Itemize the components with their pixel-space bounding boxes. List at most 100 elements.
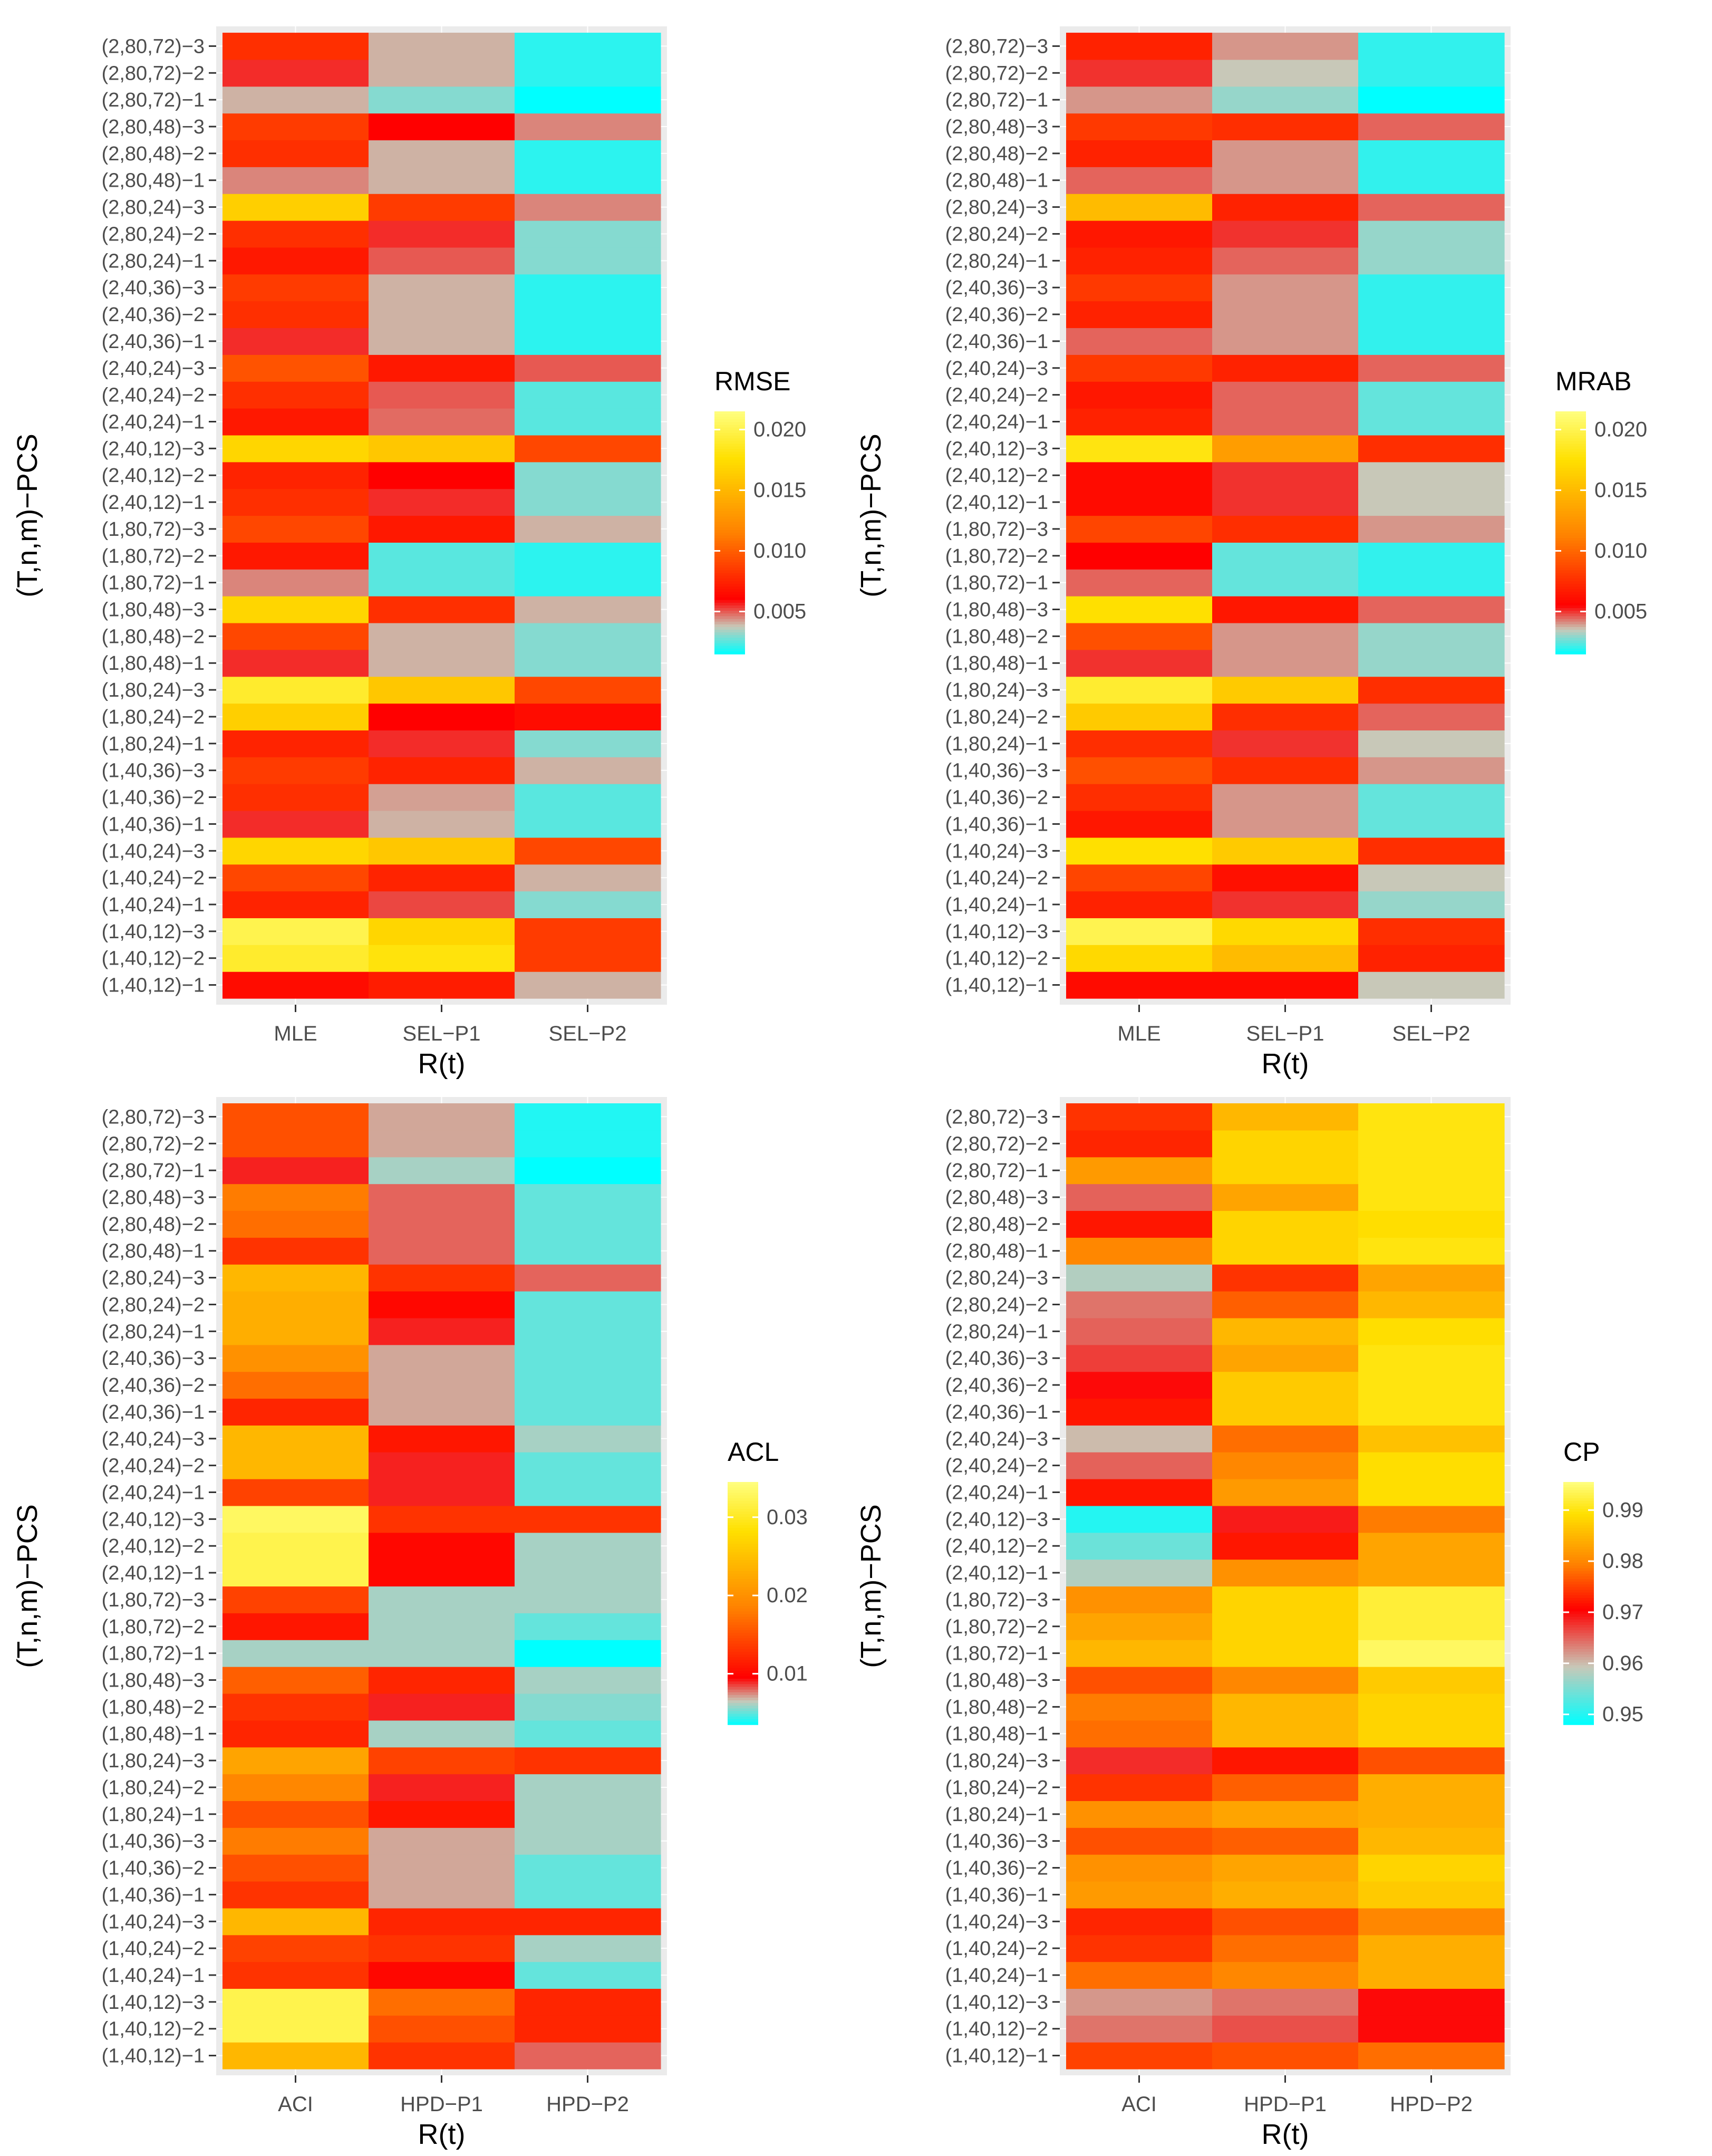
- legend-color-step: [1555, 417, 1586, 420]
- legend-color-step: [1563, 1692, 1594, 1696]
- legend-color-step: [728, 1527, 758, 1531]
- heatmap-cell: [223, 2015, 369, 2043]
- legend-color-step: [728, 1506, 758, 1509]
- heatmap-cell: [515, 1908, 661, 1936]
- legend-color-step: [714, 438, 745, 442]
- heatmap-cell: [515, 1693, 661, 1721]
- heatmap-cell: [369, 864, 515, 892]
- heatmap-cell: [515, 649, 661, 677]
- heatmap-cell: [1212, 1774, 1359, 1801]
- y-tick-label: (2,40,24)−1: [102, 1481, 205, 1504]
- x-tick-label: SEL−P2: [1392, 1022, 1471, 1045]
- heatmap-cell: [1358, 757, 1505, 784]
- heatmap-cell: [1066, 461, 1213, 489]
- x-tick-label: ACI: [1121, 2093, 1157, 2116]
- heatmap-cell: [369, 730, 515, 757]
- heatmap-cell: [369, 328, 515, 355]
- heatmap-cell: [515, 435, 661, 463]
- legend-color-step: [714, 567, 745, 571]
- y-tick-label: (2,40,36)−2: [102, 1374, 205, 1397]
- legend-color-step: [1563, 1646, 1594, 1650]
- y-tick-label: (2,80,48)−3: [102, 116, 205, 138]
- legend-color-step: [1563, 1635, 1594, 1639]
- heatmap-cell: [515, 381, 661, 409]
- heatmap-cell: [515, 1371, 661, 1399]
- y-tick-label: (2,80,24)−1: [102, 1321, 205, 1343]
- heatmap-cell: [1066, 1747, 1213, 1775]
- legend-color-step: [728, 1668, 758, 1671]
- heatmap-cell: [369, 1157, 515, 1185]
- heatmap-cell: [1066, 971, 1213, 999]
- heatmap-cell: [1212, 461, 1359, 489]
- y-tick-label: (2,40,36)−2: [945, 304, 1048, 326]
- y-tick-label: (2,40,24)−3: [945, 358, 1048, 380]
- heatmap-cell: [1212, 515, 1359, 543]
- heatmap-cell: [1358, 784, 1505, 811]
- y-tick-label: (2,80,48)−2: [945, 1214, 1048, 1236]
- heatmap-cell: [369, 1720, 515, 1748]
- heatmap-cell: [1066, 1934, 1213, 1962]
- heatmap-cell: [369, 488, 515, 516]
- legend-color-step: [1555, 411, 1586, 415]
- heatmap-cell: [1212, 1640, 1359, 1667]
- legend-color-step: [728, 1565, 758, 1569]
- legend-color-step: [728, 1576, 758, 1580]
- legend-color-step: [728, 1630, 758, 1634]
- heatmap-cell: [1358, 220, 1505, 248]
- heatmap-cell: [1066, 1425, 1213, 1452]
- heatmap-cell: [1212, 1961, 1359, 1989]
- legend-break-label: 0.98: [1602, 1549, 1643, 1573]
- legend-color-step: [1555, 511, 1586, 515]
- heatmap-cell: [223, 1747, 369, 1775]
- legend-color-step: [1563, 1560, 1594, 1564]
- legend-break-label: 0.01: [767, 1662, 808, 1686]
- legend-color-step: [1563, 1609, 1594, 1612]
- heatmap-cell: [1066, 891, 1213, 919]
- heatmap-cell: [223, 515, 369, 543]
- legend-color-step: [714, 527, 745, 531]
- heatmap-cell: [369, 1505, 515, 1533]
- legend-color-step: [714, 478, 745, 482]
- legend-color-step: [1563, 1525, 1594, 1528]
- legend-color-step: [1555, 565, 1586, 569]
- legend-break-label: 0.010: [753, 540, 806, 563]
- heatmap-cell: [369, 810, 515, 838]
- legend-color-step: [714, 621, 745, 625]
- legend: MRAB 0.005 0.010 0.015 0.020: [1555, 367, 1647, 654]
- y-tick-label: (2,40,36)−1: [102, 331, 205, 353]
- legend-color-step: [714, 476, 745, 479]
- legend-color-step: [1555, 651, 1586, 654]
- legend-color-step: [714, 530, 745, 533]
- heatmap-cell: [223, 1130, 369, 1158]
- legend-color-step: [1555, 638, 1586, 641]
- y-tick-label: (2,80,48)−1: [102, 170, 205, 192]
- legend-color-step: [1563, 1654, 1594, 1658]
- y-tick-label: (1,80,72)−1: [102, 1643, 205, 1665]
- heatmap-cell: [515, 1210, 661, 1238]
- heatmap-cell: [1358, 381, 1505, 409]
- legend-color-step: [1555, 643, 1586, 647]
- heatmap-cell: [1358, 622, 1505, 650]
- heatmap-cell: [223, 1344, 369, 1372]
- legend-color-step: [1563, 1563, 1594, 1566]
- legend-color-step: [728, 1614, 758, 1618]
- legend-color-step: [1563, 1603, 1594, 1606]
- y-axis-title: (T,n,m)−PCS: [855, 1504, 887, 1668]
- heatmap-cell: [515, 167, 661, 194]
- legend-color-step: [1563, 1679, 1594, 1682]
- y-tick-label: (2,80,72)−2: [102, 1133, 205, 1155]
- heatmap-cell: [223, 1398, 369, 1426]
- heatmap-cell: [1212, 1693, 1359, 1721]
- heatmap-cell: [369, 703, 515, 730]
- legend-color-step: [1563, 1641, 1594, 1644]
- legend-color-step: [1555, 648, 1586, 652]
- y-tick-label: (2,80,48)−2: [945, 143, 1048, 165]
- heatmap-cell: [369, 1183, 515, 1211]
- legend-color-step: [714, 473, 745, 477]
- heatmap-cell: [1066, 1183, 1213, 1211]
- legend-color-step: [1563, 1571, 1594, 1574]
- legend-color-step: [1563, 1490, 1594, 1494]
- legend-color-step: [1563, 1700, 1594, 1703]
- heatmap-cell: [1212, 1130, 1359, 1158]
